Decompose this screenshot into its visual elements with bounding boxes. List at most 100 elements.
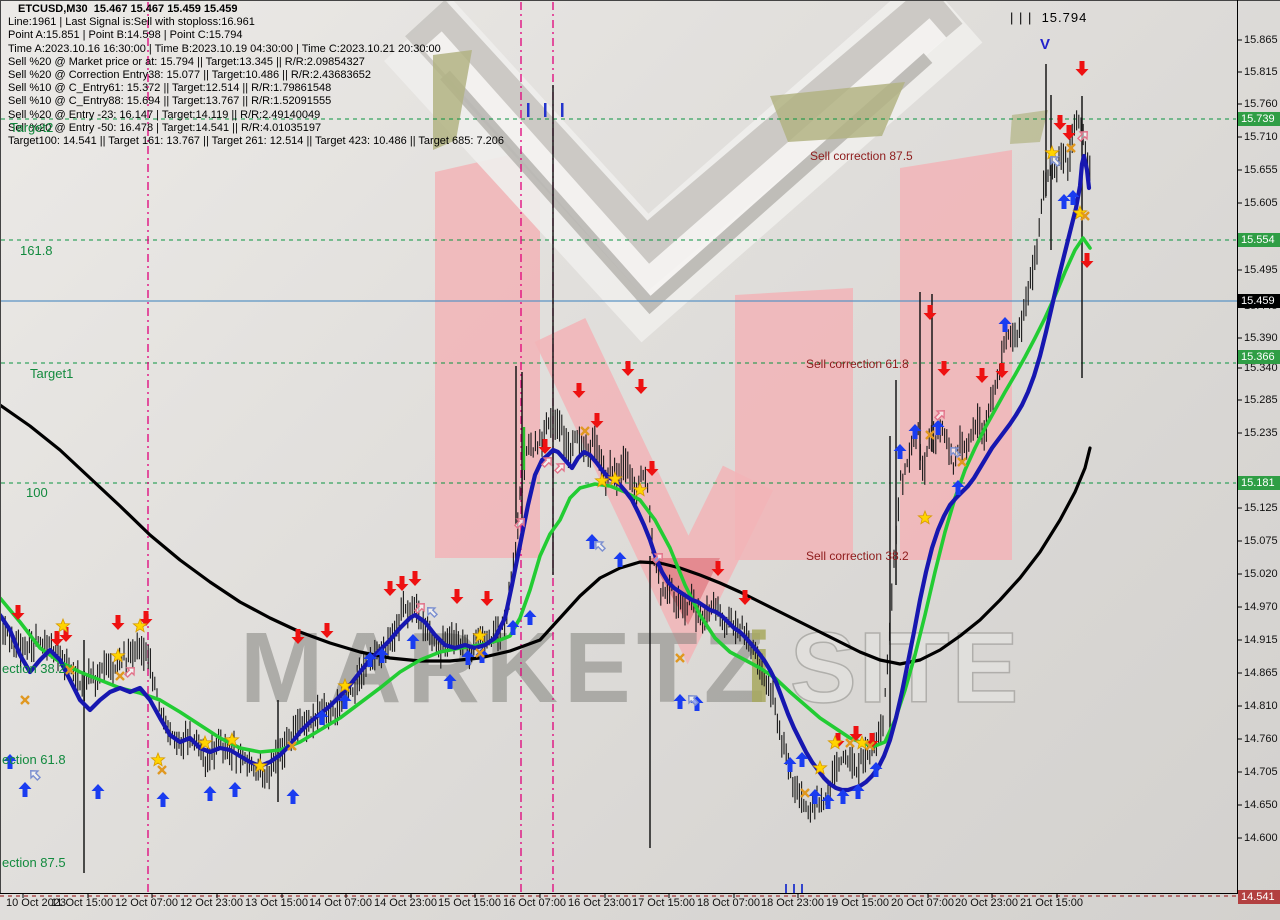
hollow-arrow-icon [123, 667, 135, 679]
sell-arrow-icon [111, 615, 125, 630]
price-tick-label: 15.075 [1244, 535, 1278, 547]
blue-tick [561, 103, 564, 117]
star-icon [224, 731, 240, 747]
cross-icon [1080, 211, 1090, 221]
price-tick-label: 15.760 [1244, 98, 1278, 110]
info-line: Line:1961 | Last Signal is:Sell with sto… [8, 16, 255, 29]
hollow-arrow-icon [427, 607, 439, 619]
watermark-word: SITE [790, 612, 1020, 724]
buy-arrow-icon [18, 782, 32, 797]
sell-arrow-icon [50, 631, 64, 646]
star-icon [472, 627, 488, 643]
hollow-arrow-icon [595, 541, 607, 553]
signal-ticks [527, 103, 803, 893]
star-icon [917, 509, 933, 525]
sell-arrow-icon [480, 591, 494, 606]
price-tick-label: 14.650 [1244, 799, 1278, 811]
hollow-arrow-icon [933, 410, 945, 422]
sell-arrow-icon [538, 439, 552, 454]
star-icon [55, 617, 71, 633]
hollow-arrow-icon [540, 457, 552, 469]
hollow-arrow-icon [413, 603, 425, 615]
price-tick-label: 14.865 [1244, 667, 1278, 679]
sell-arrow-icon [995, 363, 1009, 378]
hollow-arrow-icon [688, 695, 700, 707]
price-tick-label: 15.125 [1244, 502, 1278, 514]
price-level-badge: 15.554 [1238, 233, 1280, 247]
buy-arrow-icon [836, 789, 850, 804]
buy-arrow-icon [406, 634, 420, 649]
sell-correction-label: Sell correction 87.5 [810, 149, 913, 163]
buy-arrow-icon [673, 694, 687, 709]
price-tick-label: 14.970 [1244, 601, 1278, 613]
sell-arrow-icon [291, 629, 305, 644]
price-level-badge: 15.366 [1238, 350, 1280, 364]
buy-arrow-icon [851, 784, 865, 799]
time-tick-label: 14 Oct 23:00 [374, 897, 437, 909]
star-icon [1044, 144, 1060, 160]
point-c-price-label: | | | 15.794 [1010, 10, 1088, 25]
sell-arrow-icon [450, 589, 464, 604]
time-tick-label: 10 Oct 2023 [6, 897, 66, 909]
time-tick-label: 13 Oct 15:00 [245, 897, 308, 909]
sell-arrow-icon [383, 581, 397, 596]
time-tick-label: 18 Oct 07:00 [697, 897, 760, 909]
time-tick-label: 15 Oct 15:00 [438, 897, 501, 909]
ma-medium-green [0, 236, 1092, 754]
star-icon [632, 481, 648, 497]
cross-icon [65, 665, 75, 675]
buy-arrow-icon [893, 444, 907, 459]
star-icon [197, 734, 213, 750]
star-icon [827, 734, 843, 750]
info-line: Sell %20 @ Entry -50: 16.478 | Target:14… [8, 121, 322, 134]
sell-arrow-icon [975, 368, 989, 383]
blue-tick [527, 103, 530, 117]
sell-arrow-icon [1080, 253, 1094, 268]
sell-arrow-icon [849, 726, 863, 741]
cross-icon [287, 741, 297, 751]
price-tick-label: 15.235 [1244, 427, 1278, 439]
info-line: Sell %20 @ Correction Entry38: 15.077 ||… [8, 68, 371, 81]
cross-icon [845, 738, 855, 748]
cross-icon [925, 430, 935, 440]
star-icon [132, 617, 148, 633]
time-tick-label: 12 Oct 07:00 [115, 897, 178, 909]
buy-arrow-icon [506, 620, 520, 635]
sell-correction-label: Sell correction 38.2 [806, 549, 909, 563]
sell-arrow-icon [590, 413, 604, 428]
watermark-logo [384, 0, 1048, 665]
buy-arrow-icon [461, 650, 475, 665]
blue-tick [801, 884, 803, 893]
fib-label: Target1 [30, 366, 74, 381]
buy-arrow-icon [908, 424, 922, 439]
sell-arrow-icon [621, 361, 635, 376]
hollow-arrow-icon [513, 518, 525, 530]
price-tick-label: 15.815 [1244, 66, 1278, 78]
buy-arrow-icon [286, 789, 300, 804]
star-icon [812, 759, 828, 775]
hollow-arrow-icon [30, 770, 42, 782]
time-tick-label: 20 Oct 07:00 [891, 897, 954, 909]
buy-arrow-icon [931, 420, 945, 435]
buy-arrow-icon [808, 789, 822, 804]
buy-arrow-icon [998, 317, 1012, 332]
price-tick-label: 15.285 [1244, 394, 1278, 406]
cross-icon [580, 426, 590, 436]
time-tick-label: 14 Oct 07:00 [309, 897, 372, 909]
price-tick-label: 15.605 [1244, 197, 1278, 209]
cross-icon [115, 671, 125, 681]
price-tick-label: 14.600 [1244, 832, 1278, 844]
buy-arrow-icon [585, 534, 599, 549]
sell-arrow-icon [711, 561, 725, 576]
star-icon [150, 751, 166, 767]
star-icon [854, 734, 870, 750]
sell-arrow-icon [395, 576, 409, 591]
sell-arrow-icon [408, 571, 422, 586]
buy-arrow-icon [156, 792, 170, 807]
time-tick-label: 20 Oct 23:00 [955, 897, 1018, 909]
buy-arrow-icon [821, 794, 835, 809]
time-tick-label: 16 Oct 23:00 [568, 897, 631, 909]
fib-label: ection 61.8 [2, 752, 66, 767]
